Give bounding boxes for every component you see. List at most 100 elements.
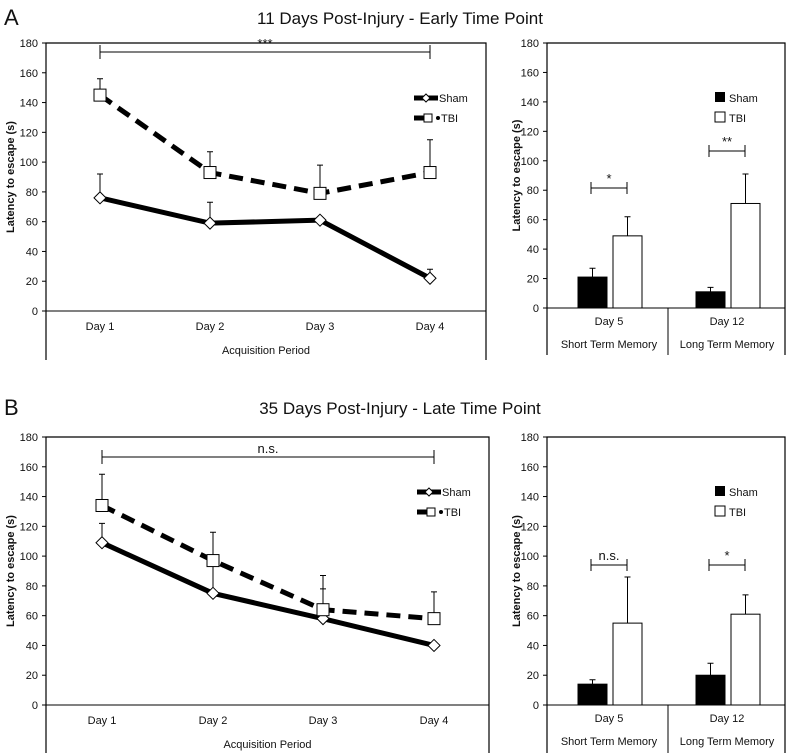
bar-sham bbox=[695, 291, 726, 309]
error-bar bbox=[624, 576, 631, 624]
bar-chart: 0 20 40 60 80 100 120 140 160 180 Latency to escap… bbox=[511, 38, 786, 355]
x-tick-label: Day 1 bbox=[86, 321, 115, 333]
y-tick-label: 60 bbox=[527, 215, 539, 227]
y-tick-label: 60 bbox=[26, 217, 38, 229]
legend-tbi-dot bbox=[439, 510, 443, 514]
line-chart: 0 20 40 60 80 100 120 140 160 180 Latency to escap… bbox=[5, 36, 487, 360]
y-tick-label: 40 bbox=[26, 640, 38, 652]
significance-label: n.s. bbox=[258, 441, 279, 456]
y-tick-label: 20 bbox=[26, 276, 38, 288]
error-bar bbox=[707, 286, 714, 292]
line-chart: 0 20 40 60 80 100 120 140 160 180 Latency to escap… bbox=[5, 432, 490, 753]
y-tick-label: 40 bbox=[26, 246, 38, 258]
legend-sham-label: Sham bbox=[729, 487, 758, 499]
legend-tbi-label: TBI bbox=[729, 113, 746, 125]
y-tick-label: 160 bbox=[20, 68, 38, 80]
legend-sham-swatch bbox=[715, 92, 725, 102]
significance-label: * bbox=[606, 171, 611, 186]
panel-title: 35 Days Post-Injury - Late Time Point bbox=[259, 399, 541, 418]
legend-tbi-label: TBI bbox=[444, 507, 461, 519]
x-sublabel: Long Term Memory bbox=[680, 736, 775, 748]
significance-bracket bbox=[708, 145, 746, 157]
legend-sham-swatch bbox=[715, 486, 725, 496]
error-bar bbox=[707, 662, 714, 676]
data-point-sham bbox=[203, 216, 217, 230]
data-point-tbi bbox=[93, 88, 107, 102]
x-sublabel: Long Term Memory bbox=[680, 339, 775, 351]
series-line-sham bbox=[99, 195, 432, 281]
y-tick-label: 60 bbox=[527, 611, 539, 623]
data-point-tbi bbox=[206, 554, 220, 568]
legend-tbi-marker bbox=[423, 113, 433, 123]
error-bar bbox=[589, 267, 596, 278]
panel-A: A 11 Days Post-Injury - Early Time Point 0… bbox=[4, 5, 786, 360]
series-line-sham bbox=[100, 540, 435, 648]
x-tick-label: Day 2 bbox=[196, 321, 225, 333]
legend-tbi-marker bbox=[426, 507, 436, 517]
data-point-tbi bbox=[423, 166, 437, 180]
bar-chart: 0 20 40 60 80 100 120 140 160 180 Latency to escap… bbox=[511, 432, 786, 753]
data-point-sham bbox=[423, 271, 437, 285]
significance-bracket bbox=[101, 450, 435, 464]
y-tick-label: 180 bbox=[20, 432, 38, 444]
bar-tbi bbox=[612, 235, 643, 309]
y-tick-label: 20 bbox=[527, 670, 539, 682]
y-tick-label: 100 bbox=[521, 551, 539, 563]
y-tick-label: 0 bbox=[32, 306, 38, 318]
y-tick-label: 160 bbox=[521, 462, 539, 474]
x-sublabel: Short Term Memory bbox=[561, 736, 658, 748]
bar-tbi bbox=[730, 202, 761, 309]
y-tick-label: 180 bbox=[20, 38, 38, 50]
y-tick-label: 80 bbox=[527, 185, 539, 197]
legend-tbi-dot bbox=[436, 116, 440, 120]
y-tick-label: 140 bbox=[521, 492, 539, 504]
panel-B: B 35 Days Post-Injury - Late Time Point 0 2… bbox=[4, 395, 786, 753]
y-tick-label: 40 bbox=[527, 244, 539, 256]
panel-title: 11 Days Post-Injury - Early Time Point bbox=[257, 9, 543, 28]
y-tick-label: 100 bbox=[521, 156, 539, 168]
x-axis-label: Acquisition Period bbox=[223, 739, 311, 751]
panel-letter: B bbox=[4, 395, 19, 420]
x-tick-label: Day 12 bbox=[710, 713, 745, 725]
data-point-tbi bbox=[95, 498, 109, 512]
significance-label: * bbox=[724, 548, 729, 563]
bar-tbi bbox=[612, 622, 643, 706]
y-tick-label: 120 bbox=[20, 521, 38, 533]
x-tick-label: Day 3 bbox=[306, 321, 335, 333]
y-tick-label: 100 bbox=[20, 157, 38, 169]
y-tick-label: 180 bbox=[521, 38, 539, 50]
series-line-tbi bbox=[100, 503, 435, 622]
x-tick-label: Day 5 bbox=[595, 316, 624, 328]
x-tick-label: Day 2 bbox=[199, 715, 228, 727]
x-tick-label: Day 4 bbox=[416, 321, 445, 333]
legend-tbi-label: TBI bbox=[441, 113, 458, 125]
significance-bracket bbox=[590, 559, 628, 571]
legend-tbi-swatch bbox=[714, 111, 726, 123]
y-axis-label: Latency to escape (s) bbox=[511, 515, 523, 627]
y-tick-label: 0 bbox=[533, 700, 539, 712]
x-tick-label: Day 4 bbox=[420, 715, 449, 727]
plot-frame bbox=[45, 436, 490, 753]
y-tick-label: 140 bbox=[20, 98, 38, 110]
plot-frame bbox=[45, 42, 487, 360]
error-bar bbox=[589, 679, 596, 685]
data-point-tbi bbox=[427, 612, 441, 626]
y-tick-label: 80 bbox=[527, 581, 539, 593]
error-bar bbox=[742, 594, 749, 615]
y-tick-label: 100 bbox=[20, 551, 38, 563]
y-tick-label: 120 bbox=[521, 126, 539, 138]
legend-sham-label: Sham bbox=[729, 93, 758, 105]
plot-frame bbox=[546, 42, 786, 355]
significance-bracket bbox=[708, 559, 746, 571]
legend-sham-label: Sham bbox=[439, 93, 468, 105]
y-tick-label: 0 bbox=[32, 700, 38, 712]
data-point-tbi bbox=[203, 166, 217, 180]
bar-sham bbox=[577, 276, 608, 309]
bar-tbi bbox=[730, 613, 761, 706]
x-sublabel: Short Term Memory bbox=[561, 339, 658, 351]
significance-bracket bbox=[590, 182, 628, 194]
data-point-tbi bbox=[313, 186, 327, 200]
legend-tbi-swatch bbox=[714, 505, 726, 517]
data-point-sham bbox=[316, 611, 330, 626]
